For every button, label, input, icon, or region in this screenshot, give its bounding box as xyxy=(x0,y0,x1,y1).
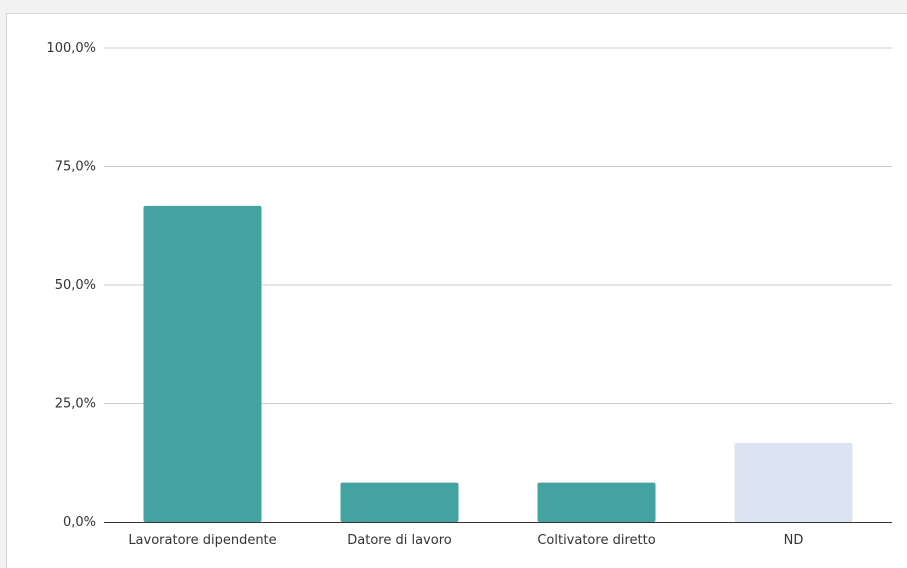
bar xyxy=(340,482,459,522)
x-tick-label: Coltivatore diretto xyxy=(537,533,655,548)
y-tick-label: 0,0% xyxy=(63,515,96,530)
bar xyxy=(734,442,853,522)
y-tick-label: 75,0% xyxy=(55,160,96,175)
bar xyxy=(143,205,262,523)
y-tick-label: 100,0% xyxy=(46,41,96,56)
y-axis-tick-labels: 0,0% 25,0% 50,0% 75,0% 100,0% xyxy=(46,41,96,530)
y-tick-label: 25,0% xyxy=(55,397,96,412)
y-tick-label: 50,0% xyxy=(55,278,96,293)
x-tick-label: ND xyxy=(784,533,804,548)
x-axis-labels: Lavoratore dipendente Datore di lavoro Col… xyxy=(128,533,803,548)
bar xyxy=(537,482,656,522)
x-tick-label: Datore di lavoro xyxy=(347,533,451,548)
x-tick-label: Lavoratore dipendente xyxy=(128,533,276,548)
bars xyxy=(143,205,853,523)
